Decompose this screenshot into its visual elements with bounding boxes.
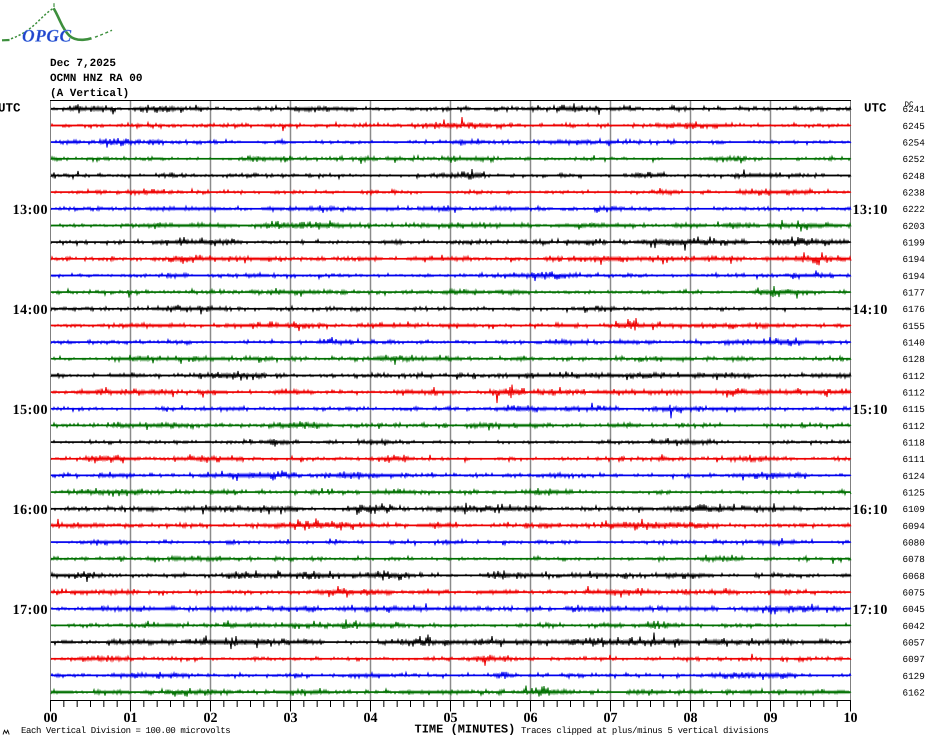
- svg-text:14:10: 14:10: [853, 303, 888, 318]
- svg-text:6109: 6109: [903, 504, 925, 515]
- svg-text:09: 09: [764, 711, 778, 726]
- svg-text:6176: 6176: [903, 304, 925, 315]
- svg-text:6097: 6097: [903, 654, 925, 665]
- svg-text:15:10: 15:10: [853, 403, 888, 418]
- svg-text:6112: 6112: [903, 421, 925, 432]
- svg-text:6112: 6112: [903, 388, 925, 399]
- svg-text:16:10: 16:10: [853, 503, 888, 518]
- svg-text:03: 03: [284, 711, 298, 726]
- svg-text:6045: 6045: [903, 604, 925, 615]
- svg-text:Dec 7,2025: Dec 7,2025: [50, 58, 116, 70]
- svg-text:00: 00: [44, 711, 58, 726]
- svg-text:6075: 6075: [903, 588, 925, 599]
- svg-text:6118: 6118: [903, 438, 925, 449]
- svg-text:06: 06: [524, 711, 538, 726]
- svg-text:6177: 6177: [903, 288, 925, 299]
- svg-text:6128: 6128: [903, 354, 925, 365]
- svg-text:6155: 6155: [903, 321, 925, 332]
- svg-text:6245: 6245: [903, 121, 925, 132]
- svg-text:UTC: UTC: [0, 101, 21, 115]
- svg-text:10: 10: [844, 711, 858, 726]
- svg-text:OPGC: OPGC: [22, 25, 72, 45]
- svg-text:TIME (MINUTES): TIME (MINUTES): [415, 723, 516, 737]
- svg-text:04: 04: [364, 711, 378, 726]
- svg-text:6112: 6112: [903, 371, 925, 382]
- svg-text:6162: 6162: [903, 688, 925, 699]
- svg-text:14:00: 14:00: [13, 303, 48, 318]
- svg-text:6068: 6068: [903, 571, 925, 582]
- svg-text:6199: 6199: [903, 238, 925, 249]
- svg-text:6111: 6111: [903, 454, 926, 465]
- svg-text:Each Vertical Division = 100.: Each Vertical Division = 100.00 microvol…: [21, 726, 230, 736]
- svg-text:17:00: 17:00: [13, 603, 48, 618]
- svg-text:6124: 6124: [903, 471, 926, 482]
- svg-text:6241: 6241: [903, 104, 926, 115]
- svg-text:6194: 6194: [903, 271, 926, 282]
- svg-text:6238: 6238: [903, 188, 925, 199]
- svg-text:6057: 6057: [903, 638, 925, 649]
- svg-text:08: 08: [684, 711, 698, 726]
- svg-text:UTC: UTC: [864, 101, 887, 115]
- svg-text:Traces clipped at plus/minus 5: Traces clipped at plus/minus 5 vertical …: [521, 726, 769, 736]
- svg-text:6203: 6203: [903, 221, 925, 232]
- svg-text:17:10: 17:10: [853, 603, 888, 618]
- svg-text:OCMN HNZ RA 00: OCMN HNZ RA 00: [50, 73, 142, 85]
- svg-text:6094: 6094: [903, 521, 926, 532]
- svg-text:02: 02: [204, 711, 218, 726]
- svg-text:6115: 6115: [903, 404, 925, 415]
- svg-text:16:00: 16:00: [13, 503, 48, 518]
- svg-text:6140: 6140: [903, 338, 925, 349]
- svg-text:6078: 6078: [903, 554, 925, 565]
- svg-text:(A Vertical): (A Vertical): [50, 88, 129, 100]
- svg-text:6252: 6252: [903, 154, 925, 165]
- svg-text:6194: 6194: [903, 254, 926, 265]
- svg-text:6125: 6125: [903, 488, 925, 499]
- svg-text:13:10: 13:10: [853, 203, 888, 218]
- svg-text:6222: 6222: [903, 204, 925, 215]
- svg-text:07: 07: [604, 711, 618, 726]
- svg-text:6080: 6080: [903, 538, 925, 549]
- svg-text:DC: DC: [905, 100, 915, 109]
- svg-text:01: 01: [124, 711, 138, 726]
- svg-text:6129: 6129: [903, 671, 925, 682]
- svg-text:15:00: 15:00: [13, 403, 48, 418]
- svg-text:13:00: 13:00: [13, 203, 48, 218]
- svg-text:05: 05: [444, 711, 458, 726]
- svg-text:6248: 6248: [903, 171, 925, 182]
- svg-text:6254: 6254: [903, 138, 926, 149]
- svg-text:6042: 6042: [903, 621, 925, 632]
